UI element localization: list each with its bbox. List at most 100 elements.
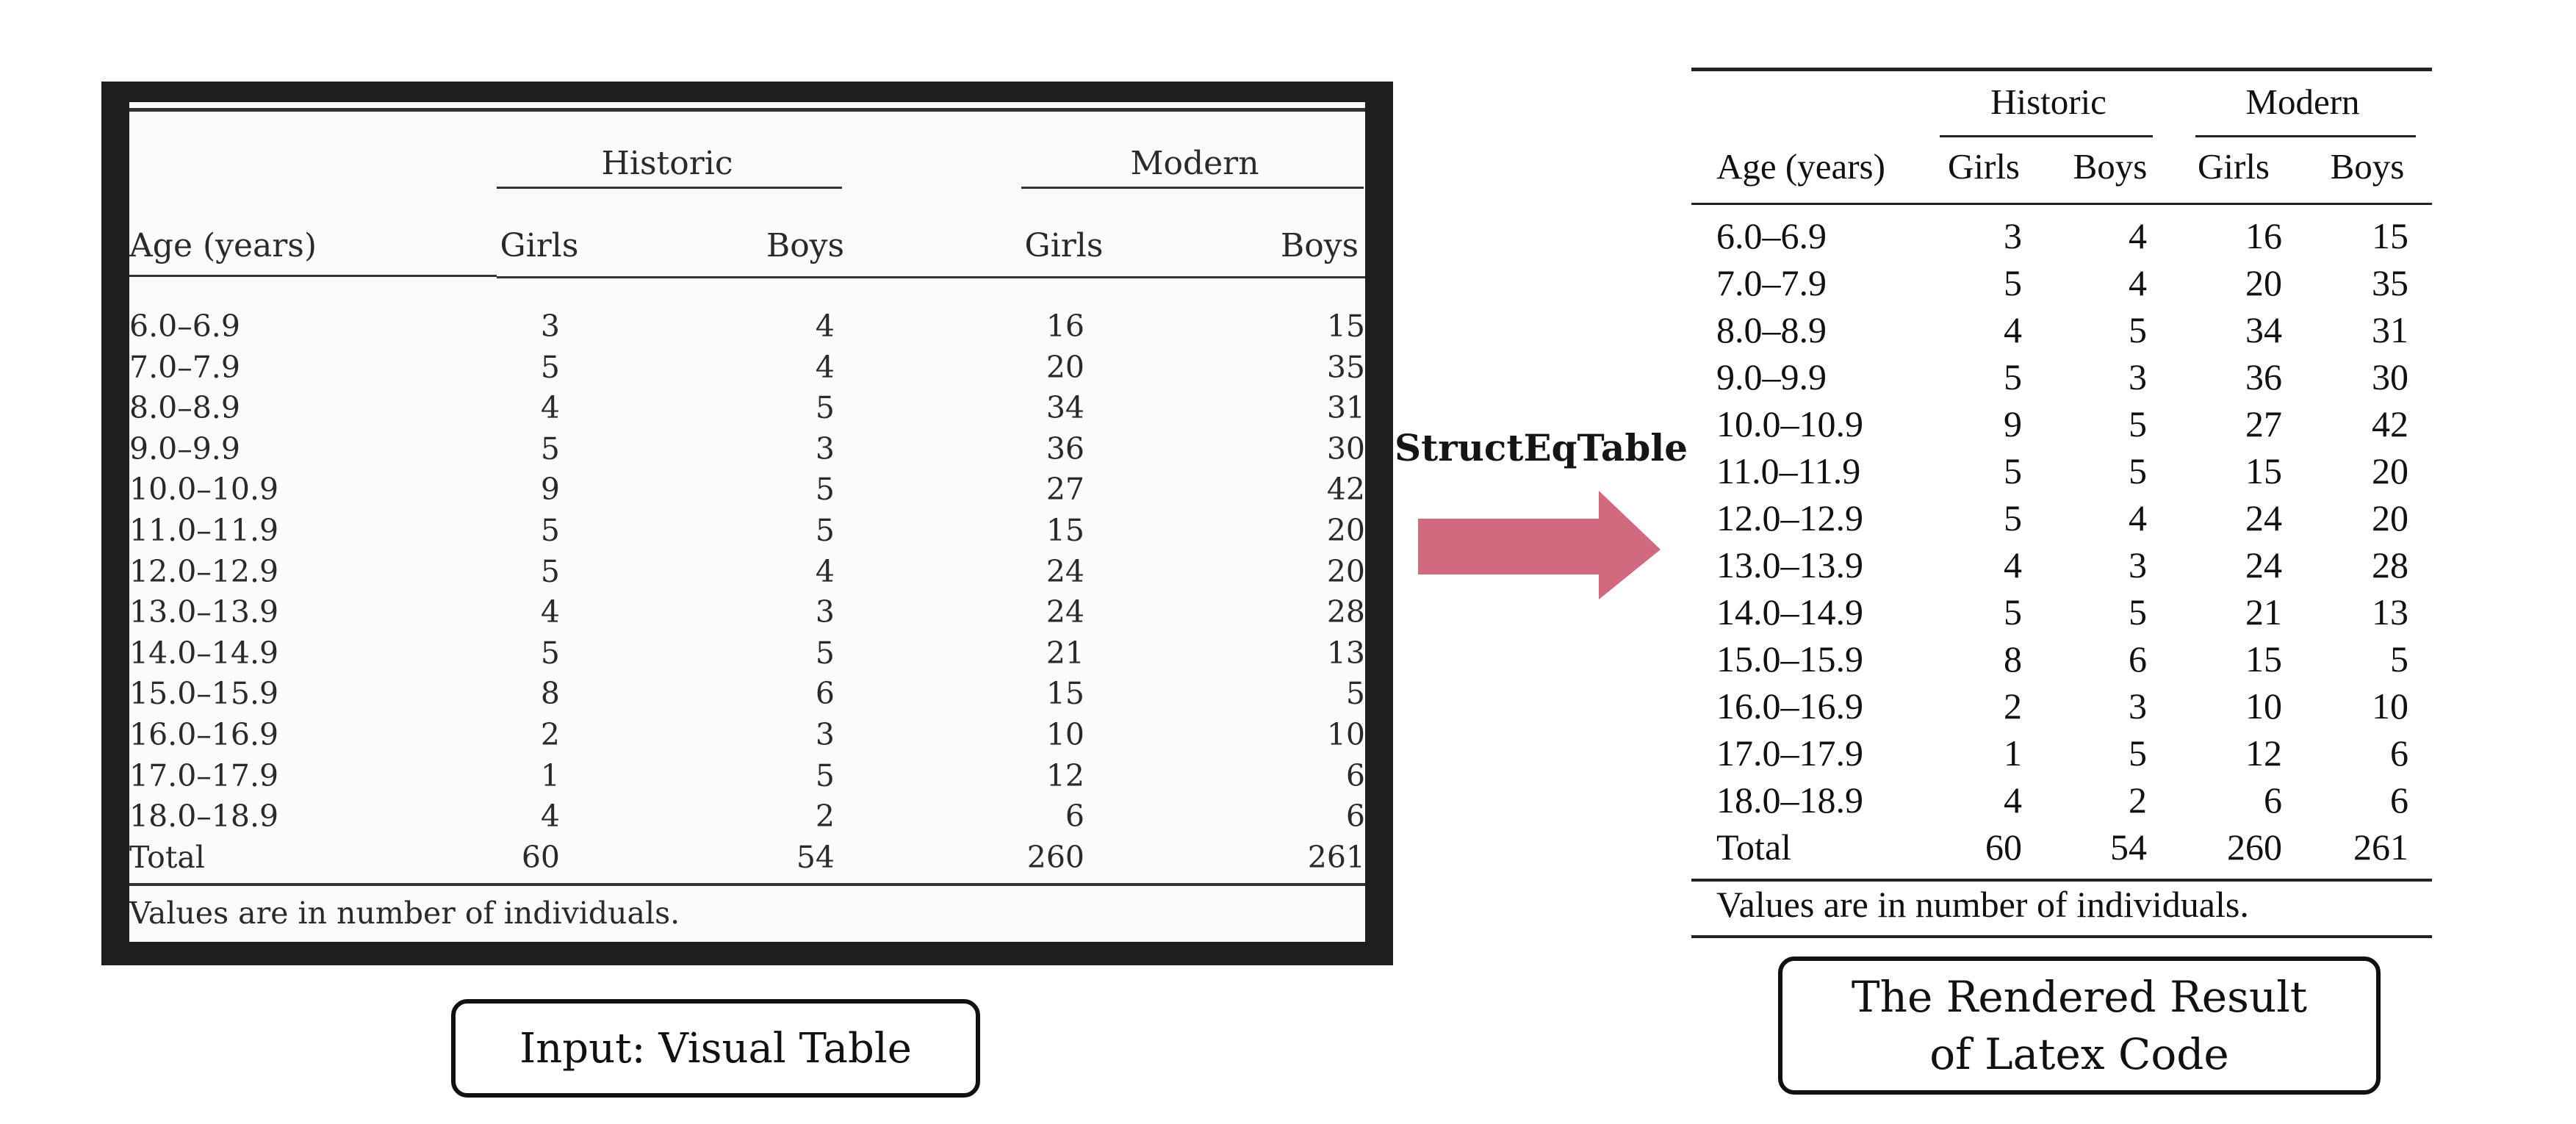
row-label: 6.0–6.9 xyxy=(129,309,240,344)
table-cell: 5 xyxy=(2004,591,2022,633)
table-cell: 36 xyxy=(2245,356,2282,397)
row-label: 17.0–17.9 xyxy=(1716,732,1863,774)
table-cell: 24 xyxy=(2245,497,2282,538)
table-cell: 27 xyxy=(1046,472,1084,508)
input-table-image: Historic Modern Age (years) Girls Boys Girls B… xyxy=(101,82,1393,965)
table-cell: 20 xyxy=(1046,349,1084,385)
col-header-historic-boys: Boys xyxy=(2073,146,2148,187)
table-cell: 8 xyxy=(540,676,560,712)
row-label: 7.0–7.9 xyxy=(1716,262,1827,303)
table-cell: 30 xyxy=(2372,356,2408,397)
table-cell: 3 xyxy=(815,717,835,752)
table-cell: 1 xyxy=(540,757,560,793)
group-header-modern: Modern xyxy=(1130,145,1259,182)
table-cell: 54 xyxy=(796,839,835,875)
col-header-age: Age (years) xyxy=(1716,146,1885,187)
table-cell: 12 xyxy=(1046,757,1084,793)
table-cell: 15 xyxy=(1326,309,1365,344)
table-cell: 4 xyxy=(540,799,560,835)
table-cell: 3 xyxy=(815,430,835,466)
table-cell: 5 xyxy=(540,553,560,589)
table-cell: 261 xyxy=(1307,839,1365,875)
table-cell: 6 xyxy=(2390,779,2408,821)
caption-input-visual-table: Input: Visual Table xyxy=(451,999,980,1098)
table-cell: 15 xyxy=(2245,450,2282,491)
table-cell: 16 xyxy=(2245,215,2282,256)
table-cell: 10 xyxy=(2245,685,2282,727)
table-cell: 9 xyxy=(540,472,560,508)
table-cell: 4 xyxy=(2129,497,2147,538)
table-cell: 24 xyxy=(1046,553,1084,589)
table-cell: 5 xyxy=(2004,497,2022,538)
group-header-historic: Historic xyxy=(601,145,733,182)
table-cell: 5 xyxy=(2390,638,2408,680)
table-cell: 4 xyxy=(815,309,835,344)
table-cell: 42 xyxy=(2372,403,2408,444)
row-label: 9.0–9.9 xyxy=(1716,356,1827,397)
modern-cmidrule xyxy=(2195,135,2416,137)
table-cell: 20 xyxy=(2372,497,2408,538)
table-cell: 2 xyxy=(2129,779,2147,821)
row-label: 8.0–8.9 xyxy=(129,390,240,426)
table-cell: 20 xyxy=(1326,513,1365,548)
table-cell: 6 xyxy=(1345,757,1365,793)
table-cell: 261 xyxy=(2353,826,2408,868)
caption-right-text: The Rendered Result of Latex Code xyxy=(1852,968,2307,1084)
row-label: 10.0–10.9 xyxy=(1716,403,1863,444)
table-cell: 3 xyxy=(815,594,835,630)
table-cell: 12 xyxy=(2245,732,2282,774)
table-cell: 13 xyxy=(2372,591,2408,633)
row-label: 15.0–15.9 xyxy=(1716,638,1863,680)
table-cell: 260 xyxy=(1026,839,1084,875)
table-cell: 10 xyxy=(1046,717,1084,752)
row-label: 16.0–16.9 xyxy=(129,717,279,752)
row-label: 12.0–12.9 xyxy=(1716,497,1863,538)
table-cell: 5 xyxy=(2129,591,2147,633)
top-rule xyxy=(129,108,1365,112)
footnote-rule xyxy=(1691,935,2432,938)
top-rule xyxy=(1691,68,2432,71)
col-header-modern-boys: Boys xyxy=(2330,146,2405,187)
col-header-modern-girls: Girls xyxy=(2198,146,2270,187)
table-cell: 10 xyxy=(2372,685,2408,727)
table-cell: 3 xyxy=(2129,356,2147,397)
table-cell: 5 xyxy=(815,635,835,671)
table-cell: 4 xyxy=(2129,262,2147,303)
table-cell: 28 xyxy=(1326,594,1365,630)
row-label: 10.0–10.9 xyxy=(129,472,279,508)
table-cell: 60 xyxy=(521,839,560,875)
table-cell: 15 xyxy=(1046,676,1084,712)
row-label: 7.0–7.9 xyxy=(129,349,240,385)
table-cell: 260 xyxy=(2227,826,2282,868)
row-label: 14.0–14.9 xyxy=(129,635,279,671)
table-cell: 6 xyxy=(2264,779,2282,821)
row-label: 13.0–13.9 xyxy=(1716,544,1863,586)
caption-right-line1: The Rendered Result xyxy=(1851,971,2308,1022)
table-cell: 31 xyxy=(2372,309,2408,350)
table-cell: 5 xyxy=(815,390,835,426)
table-cell: 27 xyxy=(2245,403,2282,444)
row-label: Total xyxy=(1716,826,1792,868)
table-cell: 5 xyxy=(815,757,835,793)
row-label: 12.0–12.9 xyxy=(129,553,279,589)
bottom-rule xyxy=(129,883,1365,886)
table-cell: 4 xyxy=(2004,544,2022,586)
table-cell: 35 xyxy=(2372,262,2408,303)
table-cell: 15 xyxy=(2245,638,2282,680)
table-cell: 20 xyxy=(2245,262,2282,303)
table-cell: 5 xyxy=(540,349,560,385)
row-label: 8.0–8.9 xyxy=(1716,309,1827,350)
table-cell: 5 xyxy=(2129,309,2147,350)
table-cell: 20 xyxy=(2372,450,2408,491)
table-cell: 5 xyxy=(1345,676,1365,712)
input-table-paper: Historic Modern Age (years) Girls Boys Girls B… xyxy=(129,102,1365,942)
row-label: 16.0–16.9 xyxy=(1716,685,1863,727)
table-cell: 6 xyxy=(2390,732,2408,774)
caption-right-line2: of Latex Code xyxy=(1929,1029,2229,1079)
row-label: 17.0–17.9 xyxy=(129,757,279,793)
col-header-historic-girls: Girls xyxy=(500,227,579,264)
group-header-modern: Modern xyxy=(2245,82,2360,122)
table-cell: 4 xyxy=(2004,779,2022,821)
col-header-historic-boys: Boys xyxy=(766,227,845,264)
table-cell: 6 xyxy=(2129,638,2147,680)
